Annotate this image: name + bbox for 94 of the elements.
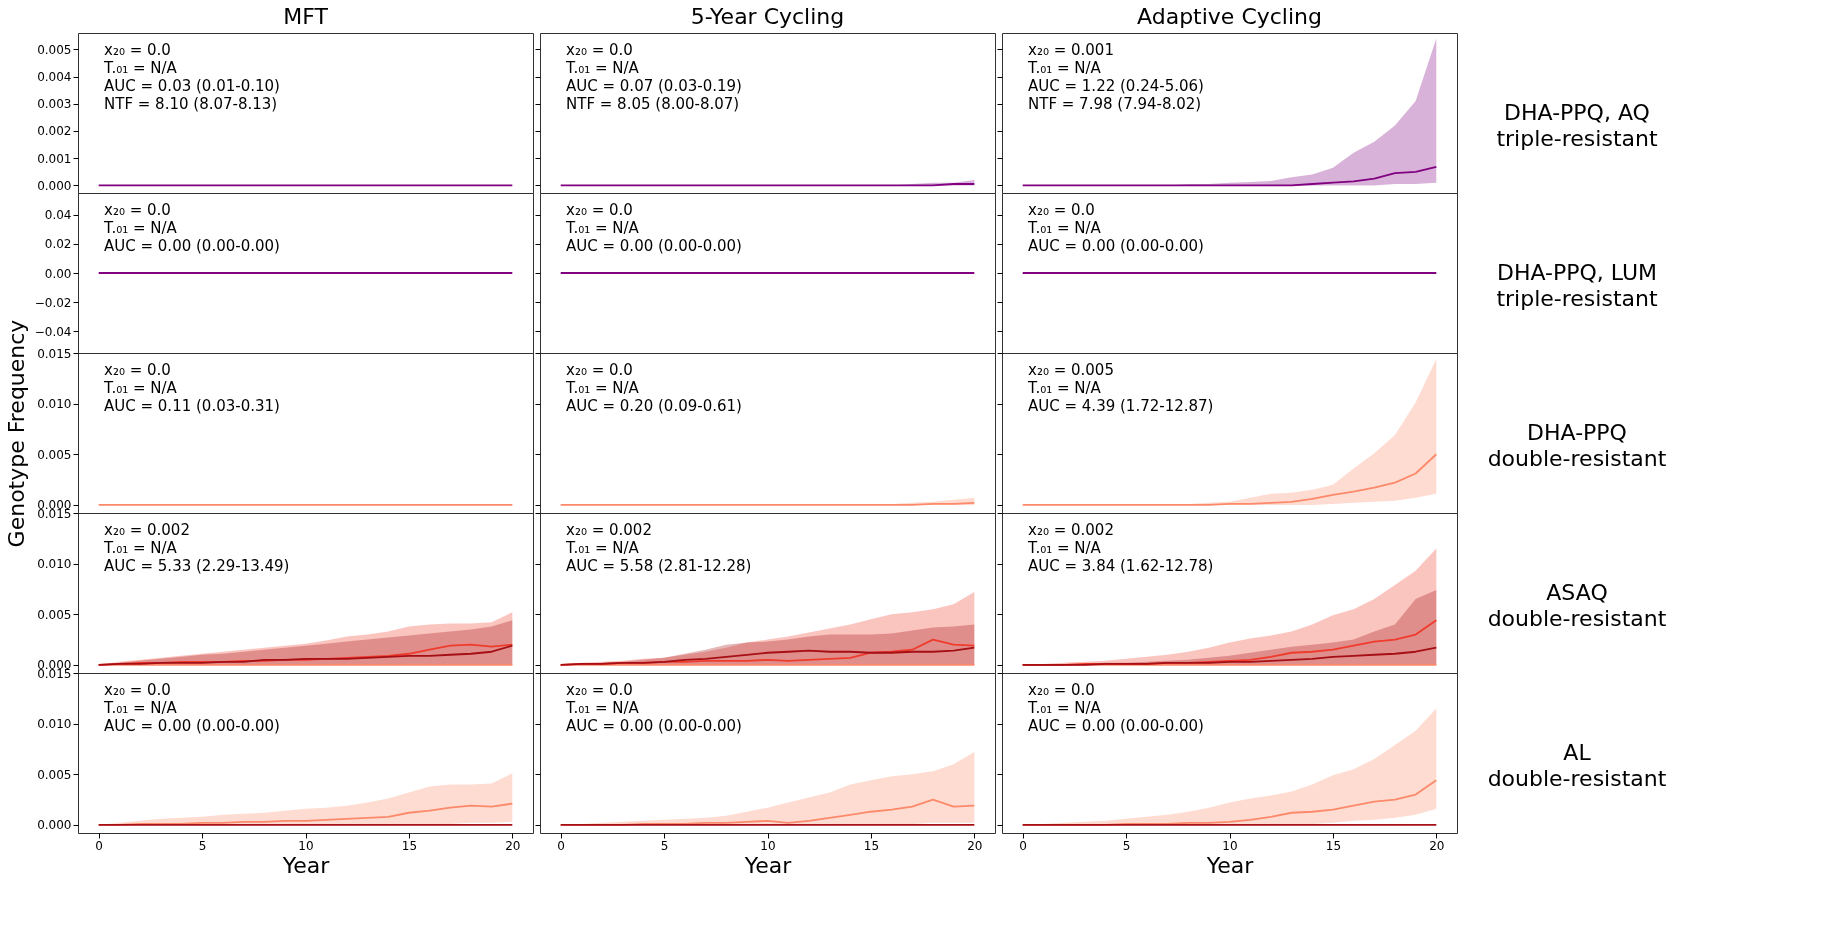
annotation: AUC = 0.03 (0.01-0.10) [104, 77, 280, 95]
y2-axis-title: AL double-resistant [1487, 740, 1667, 791]
annotation: AUC = 0.07 (0.03-0.19) [566, 77, 742, 95]
annotation: T.₀₁ = N/A [1027, 539, 1102, 557]
annotation: AUC = 4.39 (1.72-12.87) [1028, 397, 1214, 415]
annotation: T.₀₁ = N/A [1027, 219, 1102, 237]
x-tick-label: 20 [505, 838, 521, 853]
annotation: x₂₀ = 0.0 [104, 681, 171, 699]
x-axis-title: Year [281, 852, 331, 878]
x-tick-label: 10 [1222, 838, 1238, 853]
annotation: x₂₀ = 0.005 [1028, 361, 1114, 379]
y-tick-label: −0.04 [34, 324, 72, 339]
annotation: T.₀₁ = N/A [565, 219, 640, 237]
annotation: AUC = 0.00 (0.00-0.00) [104, 237, 280, 255]
annotation: NTF = 8.05 (8.00-8.07) [566, 95, 740, 113]
annotation: T.₀₁ = N/A [565, 59, 640, 77]
x-tick-label: 20 [1429, 838, 1445, 853]
annotation: AUC = 1.22 (0.24-5.06) [1028, 77, 1204, 95]
annotation: T.₀₁ = N/A [1027, 379, 1102, 397]
annotation: NTF = 7.98 (7.94-8.02) [1028, 95, 1202, 113]
x-tick-label: 15 [863, 838, 880, 853]
x-tick-label: 0 [557, 838, 565, 853]
annotation: T.₀₁ = N/A [103, 539, 178, 557]
annotation: AUC = 0.00 (0.00-0.00) [566, 717, 742, 735]
annotation: AUC = 0.00 (0.00-0.00) [566, 237, 742, 255]
y-tick-label: 0.015 [37, 346, 72, 361]
annotation: T.₀₁ = N/A [565, 539, 640, 557]
y2-axis-title: DHA-PPQ double-resistant [1487, 420, 1667, 471]
y-tick-label: −0.02 [34, 295, 72, 310]
annotation: AUC = 3.84 (1.62-12.78) [1028, 557, 1214, 575]
y-tick-label: 0.003 [37, 97, 72, 112]
y-tick-label: 0.000 [37, 178, 72, 193]
annotation: x₂₀ = 0.002 [104, 521, 190, 539]
x-tick-label: 5 [660, 838, 669, 853]
annotation: T.₀₁ = N/A [565, 379, 640, 397]
annotation: AUC = 5.33 (2.29-13.49) [104, 557, 290, 575]
annotation: AUC = 0.00 (0.00-0.00) [1028, 237, 1204, 255]
x-tick-label: 10 [298, 838, 314, 853]
y-tick-label: 0.02 [44, 237, 72, 252]
annotation: T.₀₁ = N/A [565, 699, 640, 717]
annotation: x₂₀ = 0.0 [566, 361, 633, 379]
annotation: x₂₀ = 0.002 [566, 521, 652, 539]
x-tick-label: 0 [95, 838, 103, 853]
y2-axis-title: DHA-PPQ, AQ triple-resistant [1496, 100, 1658, 151]
annotation: T.₀₁ = N/A [1027, 59, 1102, 77]
annotation: x₂₀ = 0.0 [566, 681, 633, 699]
y-tick-label: 0.004 [37, 70, 72, 85]
annotation: x₂₀ = 0.0 [1028, 201, 1095, 219]
x-tick-label: 15 [1325, 838, 1342, 853]
x-axis-title: Year [743, 852, 793, 878]
annotation: AUC = 0.20 (0.09-0.61) [566, 397, 742, 415]
y2-axis-title: ASAQ double-resistant [1487, 580, 1667, 631]
annotation: T.₀₁ = N/A [103, 219, 178, 237]
x-tick-label: 20 [967, 838, 983, 853]
y-tick-label: 0.005 [37, 607, 72, 622]
y-tick-label: 0.005 [37, 767, 72, 782]
chart-title: Adaptive Cycling [1137, 4, 1322, 29]
annotation: x₂₀ = 0.001 [1028, 41, 1114, 59]
annotation: T.₀₁ = N/A [103, 379, 178, 397]
x-tick-label: 15 [401, 838, 418, 853]
annotation: T.₀₁ = N/A [103, 699, 178, 717]
y-tick-label: 0.010 [37, 717, 72, 732]
x-axis-title: Year [1205, 852, 1255, 878]
y-tick-label: 0.010 [37, 397, 72, 412]
x-tick-label: 10 [760, 838, 776, 853]
annotation: x₂₀ = 0.002 [1028, 521, 1114, 539]
chart-title: 5-Year Cycling [690, 4, 845, 29]
y-tick-label: 0.005 [37, 42, 72, 57]
annotation: x₂₀ = 0.0 [566, 41, 633, 59]
annotation: T.₀₁ = N/A [103, 59, 178, 77]
x-tick-label: 5 [1122, 838, 1131, 853]
y-axis-title: Genotype Frequency [4, 319, 30, 548]
annotation: x₂₀ = 0.0 [104, 201, 171, 219]
annotation: AUC = 0.00 (0.00-0.00) [1028, 717, 1204, 735]
annotation: AUC = 5.58 (2.81-12.28) [566, 557, 752, 575]
y-tick-label: 0.002 [37, 124, 72, 139]
y-tick-label: 0.005 [37, 447, 72, 462]
annotation: AUC = 0.00 (0.00-0.00) [104, 717, 280, 735]
y-tick-label: 0.001 [37, 151, 72, 166]
annotation: x₂₀ = 0.0 [1028, 681, 1095, 699]
annotation: x₂₀ = 0.0 [104, 41, 171, 59]
annotation: T.₀₁ = N/A [1027, 699, 1102, 717]
annotation: x₂₀ = 0.0 [104, 361, 171, 379]
chart-title: MFT [283, 4, 329, 29]
y-tick-label: 0.010 [37, 557, 72, 572]
x-tick-label: 0 [1019, 838, 1027, 853]
x-tick-label: 5 [198, 838, 207, 853]
y-tick-label: 0.000 [37, 818, 72, 833]
y-tick-label: 0.00 [44, 266, 72, 281]
y-tick-label: 0.04 [44, 208, 72, 223]
annotation: NTF = 8.10 (8.07-8.13) [104, 95, 278, 113]
annotation: AUC = 0.11 (0.03-0.31) [104, 397, 280, 415]
y2-axis-title: DHA-PPQ, LUM triple-resistant [1496, 260, 1658, 311]
annotation: x₂₀ = 0.0 [566, 201, 633, 219]
